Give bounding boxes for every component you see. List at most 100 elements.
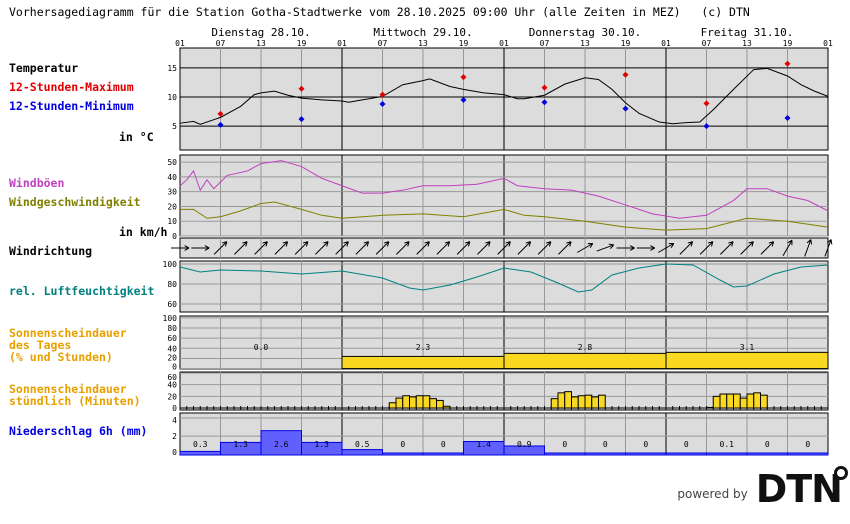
sun-hourly-tick-label: 40 xyxy=(167,381,177,390)
max-temp-point xyxy=(784,60,791,67)
precip-label: 1.4 xyxy=(477,440,492,449)
precip-label: 2.6 xyxy=(274,440,289,449)
hour-tick-label: 01 xyxy=(661,39,671,48)
hour-tick-label: 13 xyxy=(580,39,590,48)
precip-label: 0 xyxy=(684,440,689,449)
sun-hourly-bar xyxy=(422,395,431,409)
humidity-tick-label: 60 xyxy=(167,300,177,309)
wind-arrow xyxy=(760,241,775,255)
wind-arrow-icon xyxy=(456,241,471,255)
wind-arrow xyxy=(234,241,248,255)
logo-dot-icon xyxy=(834,466,848,480)
label-max12: 12-Stunden-Maximum xyxy=(9,80,134,94)
wind-arrow-icon xyxy=(396,241,410,255)
hour-tick-label: 13 xyxy=(418,39,428,48)
sun-hourly-bar xyxy=(571,396,579,409)
label-sun-daily: Sonnenscheindauer des Tages (% und Stund… xyxy=(9,326,127,364)
hour-tick-label: 07 xyxy=(702,39,712,48)
precip-bar xyxy=(503,445,545,456)
wind-arrow xyxy=(396,241,410,255)
sun-hourly-bar xyxy=(388,402,397,409)
wind-arrow xyxy=(517,241,532,255)
sun-daily-tick-label: 60 xyxy=(167,334,177,343)
sun-hourly-bar xyxy=(442,405,451,409)
precip-bar xyxy=(584,452,626,456)
wind-tick-label: 20 xyxy=(167,202,177,211)
hour-tick-label: 01 xyxy=(823,39,833,48)
precip-label: 0 xyxy=(805,440,810,449)
wind-arrow xyxy=(576,243,594,253)
wind-arrow xyxy=(375,241,390,255)
label-wind-speed: Windgeschwindigkeit xyxy=(9,195,141,209)
label-wind-direction: Windrichtung xyxy=(9,244,93,258)
dtn-logo: powered by DTN xyxy=(677,466,848,508)
wind-arrow-icon xyxy=(335,241,349,255)
precip-label: 1.3 xyxy=(234,440,249,449)
hour-tick-label: 01 xyxy=(499,39,509,48)
max-temp-point xyxy=(622,71,629,78)
sun-daily-bar xyxy=(341,355,505,370)
sun-hourly-bar xyxy=(395,397,404,409)
wind-speed-line xyxy=(180,201,829,231)
humidity-tick-label: 100 xyxy=(163,260,178,269)
label-min12: 12-Stunden-Minimum xyxy=(9,99,134,113)
humidity-tick-label: 80 xyxy=(167,280,177,289)
sun-hourly-tick-label: 0 xyxy=(172,404,177,413)
max-temp-point xyxy=(541,84,548,91)
wind-arrow xyxy=(436,241,451,255)
precip-bar xyxy=(787,452,829,456)
day-label: Donnerstag 30.10. xyxy=(529,26,642,39)
label-unit-wind: in km/h xyxy=(119,225,168,239)
temp-tick-label: 5 xyxy=(172,122,177,131)
wind-arrow xyxy=(824,239,833,257)
sun-daily-bar xyxy=(503,352,667,370)
min-temp-point xyxy=(784,114,791,121)
wind-arrow xyxy=(477,241,491,255)
precip-bar xyxy=(179,450,221,456)
min-temp-point xyxy=(460,96,467,103)
hour-tick-label: 07 xyxy=(378,39,388,48)
temp-tick-label: 15 xyxy=(167,64,177,73)
sun-hourly-bar xyxy=(557,392,566,409)
precip-label: 0.9 xyxy=(517,440,532,449)
wind-arrow xyxy=(254,241,268,255)
wind-arrow-icon xyxy=(375,241,390,255)
wind-arrow xyxy=(616,245,635,251)
precip-label: 0 xyxy=(765,440,770,449)
wind-arrow-icon xyxy=(537,241,552,255)
sun-hourly-bar xyxy=(409,396,417,409)
hour-tick-label: 19 xyxy=(297,39,307,48)
sun-hourly-tick-label: 60 xyxy=(167,373,177,382)
hour-tick-label: 07 xyxy=(216,39,226,48)
precip-label: 0 xyxy=(441,440,446,449)
precip-bar xyxy=(706,452,748,456)
sun-hourly-bar xyxy=(591,396,599,409)
precip-label: 0.1 xyxy=(720,440,735,449)
sun-hourly-bar xyxy=(550,398,559,409)
wind-arrow-icon xyxy=(657,243,675,253)
precip-tick-label: 0 xyxy=(172,448,177,457)
precip-bar xyxy=(260,430,302,456)
label-gusts: Windböen xyxy=(9,176,65,190)
wind-arrow xyxy=(456,241,471,255)
sun-hourly-bar xyxy=(577,395,586,409)
precip-bar xyxy=(746,452,788,456)
wind-arrow-icon xyxy=(191,245,210,251)
wind-arrow xyxy=(497,241,511,255)
humidity-line xyxy=(179,263,829,293)
sun-hourly-bar xyxy=(712,395,721,409)
brand-text: DTN xyxy=(756,466,848,508)
wind-arrow xyxy=(558,241,572,255)
sun-daily-label: 3.1 xyxy=(740,343,755,352)
max-temp-point xyxy=(703,100,710,107)
wind-arrow-icon xyxy=(416,241,430,255)
wind-tick-label: 0 xyxy=(172,232,177,241)
sun-daily-tick-label: 80 xyxy=(167,324,177,333)
wind-arrow xyxy=(213,241,228,255)
min-temp-point xyxy=(379,100,386,107)
hour-tick-label: 13 xyxy=(742,39,752,48)
powered-by-text: powered by xyxy=(677,487,748,501)
precip-label: 0 xyxy=(643,440,648,449)
min-temp-point xyxy=(703,123,710,130)
